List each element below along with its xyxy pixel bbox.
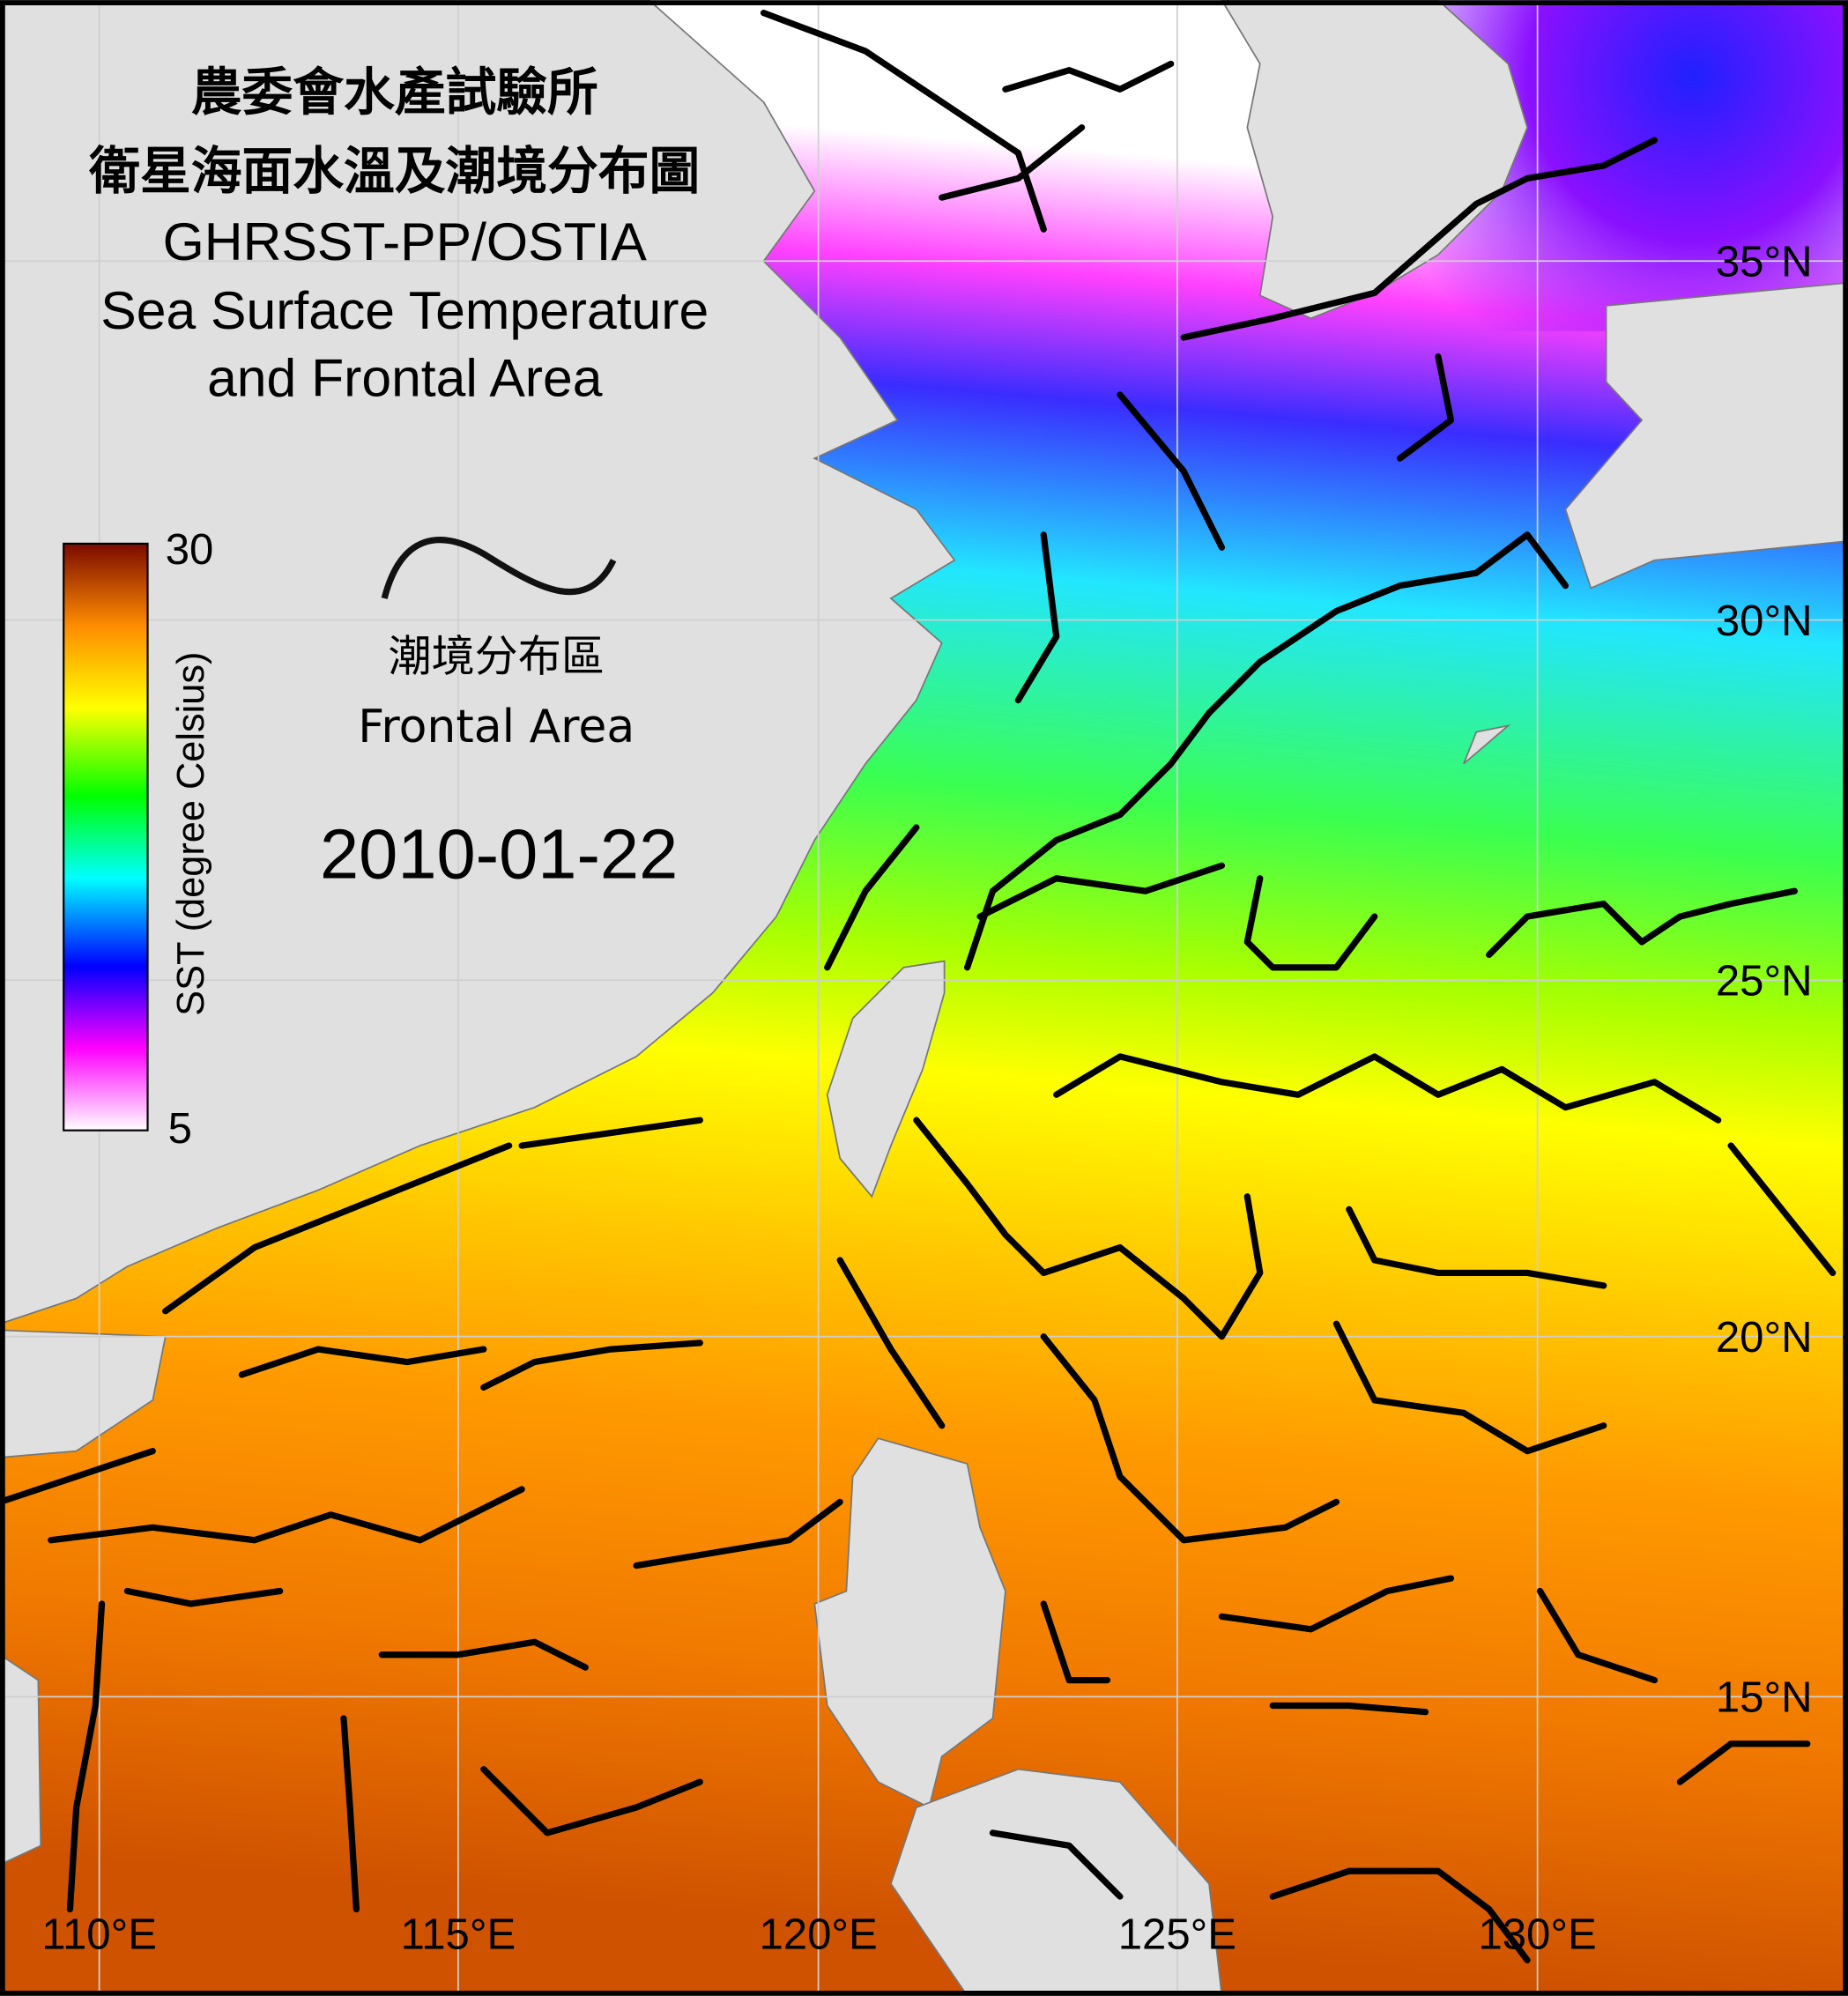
longitude-labels: 110°E 115°E 120°E 125°E 130°E [41, 1911, 1596, 1958]
frontal-legend: 潮境分布區 Frontal Area [358, 537, 635, 753]
lon-label-130e: 130°E [1478, 1911, 1596, 1958]
frontal-legend-zh: 潮境分布區 [389, 630, 605, 681]
title-dataset: GHRSST-PP/OSTIA [163, 211, 648, 271]
lat-label-35n: 35°N [1716, 239, 1813, 286]
visayas-islands [889, 1768, 1223, 1996]
taiwan-island [826, 960, 946, 1198]
lon-label-125e: 125°E [1118, 1911, 1236, 1958]
map-date: 2010-01-22 [320, 815, 678, 894]
lat-label-15n: 15°N [1716, 1674, 1813, 1722]
lon-label-120e: 120°E [759, 1911, 877, 1958]
title-block: 農委會水產試驗所 衛星海面水溫及潮境分布圖 GHRSST-PP/OSTIA Se… [88, 62, 709, 407]
title-institute-zh: 農委會水產試驗所 [191, 62, 598, 122]
frontal-line-symbol [381, 537, 617, 599]
japan-kyushu [1564, 281, 1848, 590]
ryukyu-island [1463, 723, 1511, 765]
latitude-labels: 35°N 30°N 25°N 20°N 15°N [1716, 239, 1813, 1722]
title-map-zh: 衛星海面水溫及潮境分布圖 [88, 141, 700, 201]
lon-label-110e: 110°E [41, 1911, 157, 1958]
china-mainland [0, 0, 956, 1325]
colorbar-min-label: 5 [168, 1105, 192, 1153]
lat-label-20n: 20°N [1716, 1314, 1813, 1362]
lon-label-115e: 115°E [401, 1911, 516, 1958]
hainan-island [0, 1329, 167, 1458]
colorbar-max-label: 30 [166, 526, 214, 574]
colorbar: 30 5 SST (degree Celsius) [63, 526, 213, 1153]
frontal-lines [0, 10, 1837, 1963]
indochina-coast [0, 1653, 42, 1866]
title-sst-en: Sea Surface Temperature [100, 280, 709, 340]
lat-label-25n: 25°N [1716, 958, 1813, 1005]
colorbar-axis-label: SST (degree Celsius) [170, 652, 212, 1016]
lat-label-30n: 30°N [1716, 597, 1813, 645]
title-frontal-en: and Frontal Area [207, 347, 603, 407]
colorbar-gradient [63, 542, 149, 1132]
frontal-legend-en: Frontal Area [358, 701, 635, 753]
